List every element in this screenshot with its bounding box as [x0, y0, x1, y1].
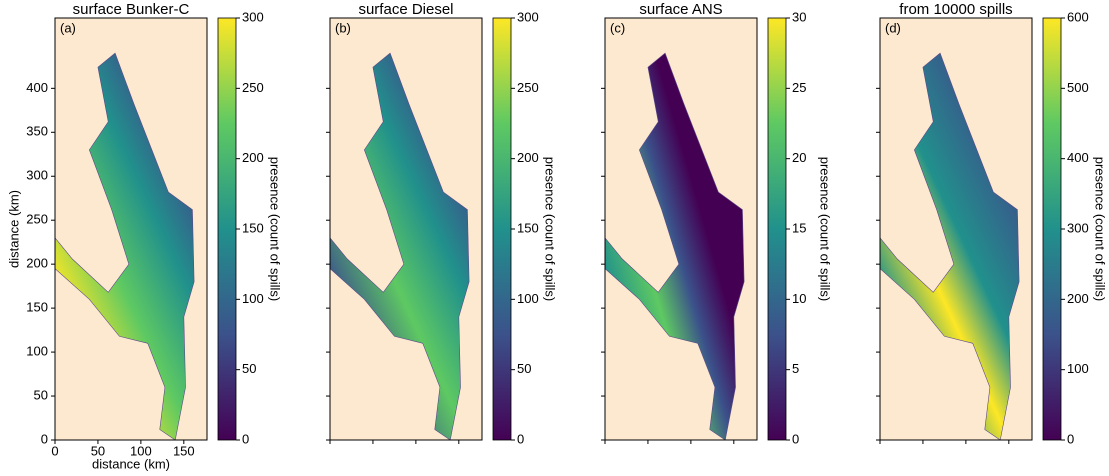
panel-title: surface oils (combined) — [878, 0, 1033, 1]
colorbar-tick-label: 500 — [1067, 80, 1089, 95]
colorbar-tick-label: 30 — [792, 9, 806, 24]
axes-frame — [604, 17, 758, 441]
panel-label: (b) — [335, 20, 351, 35]
colorbar-tick-label: 5 — [792, 361, 799, 376]
colorbar-tick-label: 15 — [792, 220, 806, 235]
y-axis-label: distance (km) — [6, 190, 21, 268]
colorbar — [1042, 17, 1062, 441]
water-area — [604, 52, 745, 441]
panel-label: (c) — [610, 20, 625, 35]
colorbar-tick-label: 50 — [242, 361, 256, 376]
y-tick-label: 0 — [41, 431, 48, 446]
y-tick-label: 100 — [26, 344, 48, 359]
colorbar-tick-label: 100 — [517, 291, 539, 306]
y-tick-label: 400 — [26, 80, 48, 95]
colorbar-tick-label: 150 — [242, 220, 264, 235]
x-tick-label: 50 — [91, 443, 105, 458]
colorbar-tick-label: 0 — [517, 431, 524, 446]
colorbar — [767, 17, 787, 441]
water-area — [879, 52, 1020, 441]
colorbar-tick-label: 150 — [517, 220, 539, 235]
colorbar-tick-label: 300 — [242, 9, 264, 24]
colorbar-tick-label: 600 — [1067, 9, 1089, 24]
colorbar-tick-label: 200 — [517, 150, 539, 165]
water-area — [54, 52, 195, 441]
colorbar-tick-label: 300 — [1067, 220, 1089, 235]
colorbar-tick-label: 100 — [242, 291, 264, 306]
colorbar-label: presence (count of spills) — [543, 157, 558, 302]
y-tick-label: 150 — [26, 300, 48, 315]
panel-title: surface ANS — [639, 1, 722, 18]
y-tick-label: 50 — [34, 387, 48, 402]
colorbar — [492, 17, 512, 441]
panel-title: surface Bunker-C — [73, 1, 190, 18]
x-tick-label: 100 — [130, 443, 152, 458]
colorbar-tick-label: 400 — [1067, 150, 1089, 165]
y-tick-label: 200 — [26, 256, 48, 271]
colorbar-tick-label: 0 — [792, 431, 799, 446]
colorbar-label: presence (count of spills) — [1093, 157, 1108, 302]
colorbar-tick-label: 200 — [242, 150, 264, 165]
colorbar-tick-label: 25 — [792, 80, 806, 95]
panel-label: (a) — [60, 20, 76, 35]
colorbar-tick-label: 50 — [517, 361, 531, 376]
x-tick-label: 150 — [173, 443, 195, 458]
y-tick-label: 350 — [26, 124, 48, 139]
colorbar-tick-label: 10 — [792, 291, 806, 306]
colorbar-label: presence (count of spills) — [268, 157, 283, 302]
axes-frame — [329, 17, 483, 441]
x-tick-label: 0 — [51, 443, 58, 458]
colorbar-tick-label: 20 — [792, 150, 806, 165]
colorbar-tick-label: 0 — [242, 431, 249, 446]
panel-title: from 10000 spills — [899, 1, 1012, 18]
colorbar-tick-label: 250 — [242, 80, 264, 95]
y-tick-label: 300 — [26, 168, 48, 183]
colorbar-tick-label: 250 — [517, 80, 539, 95]
colorbar — [217, 17, 237, 441]
panel-title: surface Diesel — [358, 1, 453, 18]
axes-frame — [879, 17, 1033, 441]
colorbar-tick-label: 100 — [1067, 361, 1089, 376]
colorbar-tick-label: 300 — [517, 9, 539, 24]
axes-frame — [54, 17, 208, 441]
colorbar-tick-label: 0 — [1067, 431, 1074, 446]
y-tick-label: 250 — [26, 212, 48, 227]
water-area — [329, 52, 470, 441]
x-axis-label: distance (km) — [92, 456, 170, 471]
colorbar-label: presence (count of spills) — [818, 157, 833, 302]
colorbar-tick-label: 200 — [1067, 291, 1089, 306]
panel-label: (d) — [885, 20, 901, 35]
